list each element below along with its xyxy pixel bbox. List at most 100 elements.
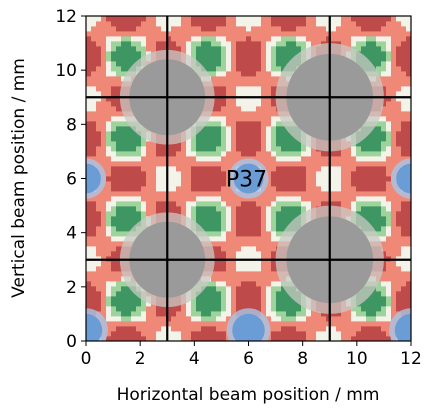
heatmap-cell	[401, 236, 407, 242]
heatmap-cell	[336, 321, 342, 327]
heatmap-cell	[246, 116, 252, 122]
heatmap-cell	[406, 266, 411, 272]
heatmap-cell	[236, 301, 242, 307]
heatmap-cell	[211, 76, 217, 82]
heatmap-cell	[156, 331, 162, 337]
heatmap-cell	[126, 156, 132, 162]
heatmap-cell	[236, 71, 242, 77]
heatmap-cell	[361, 316, 367, 322]
heatmap-cell	[246, 201, 252, 207]
heatmap-cell	[121, 56, 127, 62]
heatmap-cell	[86, 111, 92, 117]
heatmap-cell	[251, 136, 257, 142]
heatmap-cell	[86, 151, 92, 157]
heatmap-cell	[226, 226, 232, 232]
heatmap-cell	[301, 156, 307, 162]
heatmap-cell	[196, 46, 202, 52]
heatmap-cell	[206, 331, 212, 337]
heatmap-cell	[156, 41, 162, 47]
heatmap-cell	[251, 201, 257, 207]
heatmap-cell	[291, 171, 297, 177]
heatmap-cell	[221, 261, 227, 267]
heatmap-cell	[196, 221, 202, 227]
heatmap-cell	[276, 306, 282, 312]
heatmap-cell	[226, 136, 232, 142]
heatmap-cell	[256, 241, 262, 247]
heatmap-cell	[261, 36, 267, 42]
heatmap-cell	[386, 156, 392, 162]
heatmap-cell	[231, 236, 237, 242]
heatmap-cell	[386, 196, 392, 202]
heatmap-cell	[111, 316, 117, 322]
heatmap-cell	[131, 31, 137, 37]
heatmap-cell	[151, 316, 157, 322]
heatmap-cell	[86, 221, 92, 227]
heatmap-cell	[336, 316, 342, 322]
heatmap-cell	[236, 91, 242, 97]
heatmap-cell	[276, 26, 282, 32]
heatmap-cell	[311, 191, 317, 197]
heatmap-cell	[281, 316, 287, 322]
heatmap-cell	[166, 31, 172, 37]
heatmap-cell	[371, 151, 377, 157]
heatmap-cell	[216, 271, 222, 277]
heatmap-cell	[156, 156, 162, 162]
heatmap-cell	[391, 281, 397, 287]
heatmap-cell	[96, 136, 102, 142]
heatmap-cell	[241, 216, 247, 222]
heatmap-cell	[111, 141, 117, 147]
blue-region	[232, 313, 265, 341]
heatmap-cell	[241, 56, 247, 62]
heatmap-cell	[256, 216, 262, 222]
heatmap-cell	[231, 91, 237, 97]
heatmap-cell	[201, 176, 207, 182]
heatmap-cell	[301, 166, 307, 172]
heatmap-cell	[296, 41, 302, 47]
heatmap-cell	[221, 271, 227, 277]
heatmap-cell	[206, 121, 212, 127]
heatmap-cell	[401, 36, 407, 42]
heatmap-cell	[361, 201, 367, 207]
heatmap-cell	[291, 161, 297, 167]
heatmap-cell	[201, 126, 207, 132]
heatmap-cell	[161, 171, 167, 177]
heatmap-cell	[151, 206, 157, 212]
heatmap-cell	[196, 326, 202, 332]
heatmap-cell	[206, 51, 212, 57]
heatmap-cell	[111, 126, 117, 132]
heatmap-cell	[276, 61, 282, 67]
x-tick-label: 0	[81, 349, 92, 369]
heatmap-cell	[181, 201, 187, 207]
heatmap-cell	[406, 146, 411, 152]
heatmap-cell	[241, 246, 247, 252]
heatmap-cell	[266, 21, 272, 27]
heatmap-cell	[376, 161, 382, 167]
heatmap-cell	[266, 261, 272, 267]
heatmap-cell	[266, 296, 272, 302]
heatmap-cell	[221, 176, 227, 182]
heatmap-cell	[386, 141, 392, 147]
heatmap-cell	[361, 21, 367, 27]
heatmap-cell	[126, 176, 132, 182]
heatmap-cell	[101, 281, 107, 287]
heatmap-cell	[146, 151, 152, 157]
heatmap-cell	[156, 46, 162, 52]
heatmap-cell	[331, 191, 337, 197]
heatmap-cell	[316, 326, 322, 332]
heatmap-cell	[126, 56, 132, 62]
heatmap-cell	[336, 336, 342, 341]
heatmap-cell	[136, 211, 142, 217]
heatmap-cell	[111, 236, 117, 242]
heatmap-cell	[181, 46, 187, 52]
heatmap-cell	[231, 266, 237, 272]
heatmap-cell	[321, 326, 327, 332]
heatmap-cell	[386, 91, 392, 97]
heatmap-cell	[286, 31, 292, 37]
heatmap-cell	[371, 156, 377, 162]
heatmap-cell	[221, 26, 227, 32]
heatmap-cell	[346, 191, 352, 197]
heatmap-cell	[336, 331, 342, 337]
heatmap-cell	[186, 16, 192, 22]
heatmap-cell	[276, 281, 282, 287]
heatmap-cell	[206, 231, 212, 237]
